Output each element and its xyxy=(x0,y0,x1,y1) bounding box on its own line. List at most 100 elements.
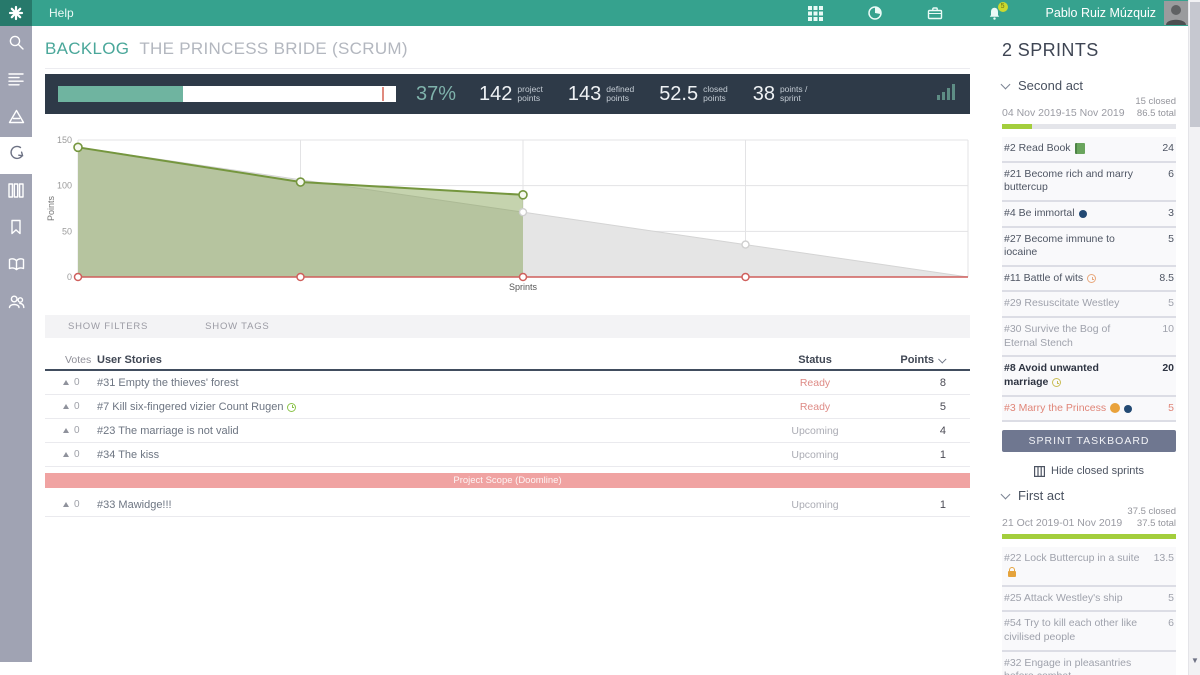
sprint-story-points: 8.5 xyxy=(1159,271,1174,284)
sprint-story-row[interactable]: #30 Survive the Bog of Eternal Stench 10 xyxy=(1002,318,1176,358)
story-points[interactable]: 8 xyxy=(939,376,946,389)
user-avatar[interactable] xyxy=(1164,1,1188,25)
user-story-row[interactable]: 0 #31 Empty the thieves' forest Ready 8 xyxy=(45,371,970,395)
sidebar-item-wiki[interactable] xyxy=(0,248,32,285)
sprint-story-points: 5 xyxy=(1168,297,1174,310)
story-title[interactable]: #23 The marriage is not valid xyxy=(97,424,239,437)
notification-badge: 5 xyxy=(997,1,1008,12)
votes-cell[interactable]: 0 xyxy=(45,449,97,460)
votes-cell[interactable]: 0 xyxy=(45,425,97,436)
story-status[interactable]: Ready xyxy=(799,400,831,413)
wiki-icon xyxy=(8,257,25,276)
title-divider xyxy=(45,68,970,69)
story-title[interactable]: #7 Kill six-fingered vizier Count Rugen xyxy=(97,401,750,413)
stat-value: 143 xyxy=(567,82,602,105)
sidebar-item-search[interactable] xyxy=(0,26,32,63)
lock-icon xyxy=(1008,567,1016,578)
user-story-row[interactable]: 0 #23 The marriage is not valid Upcoming 4 xyxy=(45,419,970,443)
sidebar-item-scrum[interactable] xyxy=(0,100,32,137)
stat-label: closed points xyxy=(703,83,728,103)
sprint-story-row[interactable]: #2 Read Book 24 xyxy=(1002,137,1176,163)
backlog-section-label: BACKLOG xyxy=(45,39,130,58)
sprint-story-row[interactable]: #22 Lock Buttercup in a suite 13.5 xyxy=(1002,547,1176,587)
sprint-story-row[interactable]: #54 Try to kill each other like civilise… xyxy=(1002,612,1176,652)
story-status[interactable]: Ready xyxy=(799,376,831,389)
points-column-header[interactable]: Points xyxy=(880,354,970,366)
sprint-story-row[interactable]: #25 Attack Westley's ship 5 xyxy=(1002,586,1176,613)
sprint-story-row[interactable]: #27 Become immune to iocaine 5 xyxy=(1002,227,1176,267)
stat-metric: 143 defined points xyxy=(568,83,634,106)
sprint-story-points: 5 xyxy=(1168,401,1174,414)
sprint-header[interactable]: Second act xyxy=(1000,78,1176,93)
sprint-story-row[interactable]: #8 Avoid unwanted marriage 20 xyxy=(1002,357,1176,397)
sprint-taskboard-button[interactable]: SPRINT TASKBOARD xyxy=(1002,430,1176,453)
sprint-total-points: 37.5 total xyxy=(1136,518,1176,530)
sprint-story-row[interactable]: #32 Engage in pleasantries before combat xyxy=(1002,651,1176,675)
votes-cell[interactable]: 0 xyxy=(45,377,97,388)
story-title[interactable]: #31 Empty the thieves' forest xyxy=(97,376,239,389)
scrollbar-down-arrow[interactable]: ▼ xyxy=(1191,656,1199,665)
stat-metric: 52.5 closed points xyxy=(659,83,728,106)
sprint-story-points: 20 xyxy=(1162,362,1174,375)
story-title[interactable]: #34 The kiss xyxy=(97,448,160,461)
taiga-logo[interactable] xyxy=(0,0,32,26)
sidebar-item-issues[interactable] xyxy=(0,211,32,248)
story-title[interactable]: #33 Mawidge!!! xyxy=(97,498,172,511)
story-status[interactable]: Upcoming xyxy=(791,448,839,461)
svg-text:0: 0 xyxy=(67,272,72,282)
stat-label: points / sprint xyxy=(779,83,808,103)
hide-closed-sprints-button[interactable]: Hide closed sprints xyxy=(1002,465,1176,477)
show-filters-button[interactable]: SHOW FILTERS xyxy=(68,321,149,332)
sprint-closed-points: 15 closed xyxy=(1135,96,1176,107)
main-content: BACKLOG THE PRINCESS BRIDE (SCRUM) 37% 1… xyxy=(32,26,985,675)
timer-icon[interactable] xyxy=(867,5,883,21)
sprint-story-row[interactable]: #29 Resuscitate Westley 5 xyxy=(1002,292,1176,319)
user-story-row[interactable]: 0 #33 Mawidge!!! Upcoming 1 xyxy=(45,493,970,517)
briefcase-icon[interactable] xyxy=(927,6,943,20)
sidebar-item-backlog[interactable] xyxy=(0,137,32,174)
scrollbar-thumb[interactable] xyxy=(1190,2,1200,127)
notifications-bell-icon[interactable]: 5 xyxy=(987,1,1008,21)
toggle-graph-icon[interactable] xyxy=(935,83,957,106)
sprint-story-row[interactable]: #3 Marry the Princess 5 xyxy=(1002,396,1176,423)
user-name[interactable]: Pablo Ruiz Múzquiz xyxy=(1045,6,1156,20)
sprint-story-title: #3 Marry the Princess xyxy=(1004,402,1150,416)
projects-grid-icon[interactable] xyxy=(807,5,823,21)
sprint-story-row[interactable]: #11 Battle of wits 8.5 xyxy=(1002,266,1176,293)
story-status[interactable]: Upcoming xyxy=(791,424,839,437)
sidebar-item-kanban[interactable] xyxy=(0,174,32,211)
status-dot-icon xyxy=(1124,404,1133,413)
sprint-story-title: #8 Avoid unwanted marriage xyxy=(1004,362,1099,389)
taskboard-mini-icon xyxy=(1034,465,1046,477)
story-points[interactable]: 5 xyxy=(939,400,946,413)
votes-cell[interactable]: 0 xyxy=(45,499,97,510)
sprint-story-row[interactable]: #21 Become rich and marry buttercup 6 xyxy=(1002,162,1176,202)
story-status[interactable]: Upcoming xyxy=(791,498,839,511)
sprint-story-title: #4 Be immortal xyxy=(1004,207,1150,221)
sprint-dates: 04 Nov 2019-15 Nov 2019 xyxy=(1002,107,1125,119)
story-points[interactable]: 4 xyxy=(939,424,946,437)
sprint-story-points: 24 xyxy=(1162,142,1174,154)
user-story-row[interactable]: 0 #7 Kill six-fingered vizier Count Rugen… xyxy=(45,395,970,419)
table-rows: 0 #31 Empty the thieves' forest Ready 8 0 #7 … xyxy=(45,371,970,467)
sprint-progress-bar xyxy=(1002,534,1176,540)
user-story-row[interactable]: 0 #34 The kiss Upcoming 1 xyxy=(45,443,970,467)
sidebar-item-epics[interactable] xyxy=(0,63,32,100)
vertical-scrollbar[interactable]: ▼ xyxy=(1188,0,1200,675)
sprint-story-title: #27 Become immune to iocaine xyxy=(1004,232,1115,259)
sprint-header[interactable]: First act xyxy=(1000,488,1176,503)
table-header: Votes User Stories Status Points xyxy=(45,350,970,371)
sprint-story-row[interactable]: #4 Be immortal 3 xyxy=(1002,201,1176,228)
stories-column-header[interactable]: User Stories xyxy=(97,353,162,366)
sprint-story-title: #22 Lock Buttercup in a suite xyxy=(1004,552,1150,579)
story-points[interactable]: 1 xyxy=(939,498,946,511)
sprint-total-points: 86.5 total xyxy=(1136,108,1176,119)
story-points[interactable]: 1 xyxy=(939,448,946,461)
chevron-down-icon xyxy=(1000,489,1011,500)
sidebar-item-team[interactable] xyxy=(0,285,32,322)
status-column-header[interactable]: Status xyxy=(798,353,832,366)
votes-column-header[interactable]: Votes xyxy=(65,353,92,366)
help-link[interactable]: Help xyxy=(49,6,74,20)
show-tags-button[interactable]: SHOW TAGS xyxy=(205,321,270,332)
votes-cell[interactable]: 0 xyxy=(45,401,97,412)
